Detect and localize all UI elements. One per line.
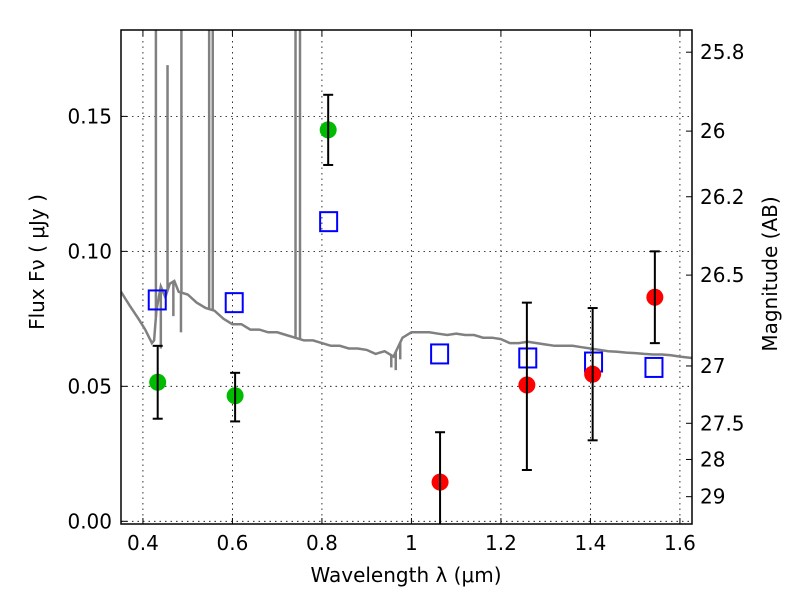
right-y-tick-label: 26.2 — [700, 185, 745, 209]
model-flux-square — [319, 211, 339, 233]
right-y-axis-label: Magnitude (AB) — [758, 196, 782, 351]
template-spectrum — [121, 30, 692, 371]
right-y-tick-label: 27 — [700, 354, 725, 378]
x-tick-label: 0.6 — [217, 531, 249, 555]
x-tick-label: 1 — [405, 531, 418, 555]
right-y-tick-label: 28 — [700, 447, 725, 471]
right-y-tick-label: 26.5 — [700, 263, 745, 287]
model-flux-square — [224, 292, 244, 314]
grid — [121, 30, 692, 524]
y-tick-labels: 0.00 0.05 0.10 0.15 — [67, 104, 112, 533]
axis-ticks — [121, 30, 692, 524]
x-tick-label: 1.4 — [575, 531, 607, 555]
x-tick-label: 0.4 — [127, 531, 159, 555]
y-tick-label: 0.15 — [67, 104, 112, 128]
right-y-tick-label: 26 — [700, 119, 725, 143]
right-y-tick-labels: 25.8 26 26.2 26.5 27 27.5 28 29 — [700, 40, 745, 508]
x-tick-label: 1.2 — [485, 531, 517, 555]
y-tick-label: 0.00 — [67, 509, 112, 533]
plot-frame — [120, 29, 693, 525]
y-axis-label: Flux Fν ( μJy ) — [25, 194, 49, 330]
x-axis-label: Wavelength λ (μm) — [310, 563, 501, 587]
x-tick-labels: 0.4 0.6 0.8 1 1.2 1.4 1.6 — [127, 531, 696, 555]
model-flux-square — [644, 356, 664, 378]
x-tick-label: 1.6 — [664, 531, 696, 555]
model-flux-square — [147, 289, 167, 311]
data-markers — [147, 93, 664, 524]
y-tick-label: 0.10 — [67, 239, 112, 263]
spectrum-continuum — [121, 279, 692, 360]
right-y-tick-label: 29 — [700, 485, 725, 509]
right-y-tick-label: 27.5 — [700, 411, 745, 435]
x-tick-label: 0.8 — [306, 531, 338, 555]
model-flux-square — [430, 343, 450, 365]
right-y-tick-label: 25.8 — [700, 40, 745, 64]
y-tick-label: 0.05 — [67, 374, 112, 398]
